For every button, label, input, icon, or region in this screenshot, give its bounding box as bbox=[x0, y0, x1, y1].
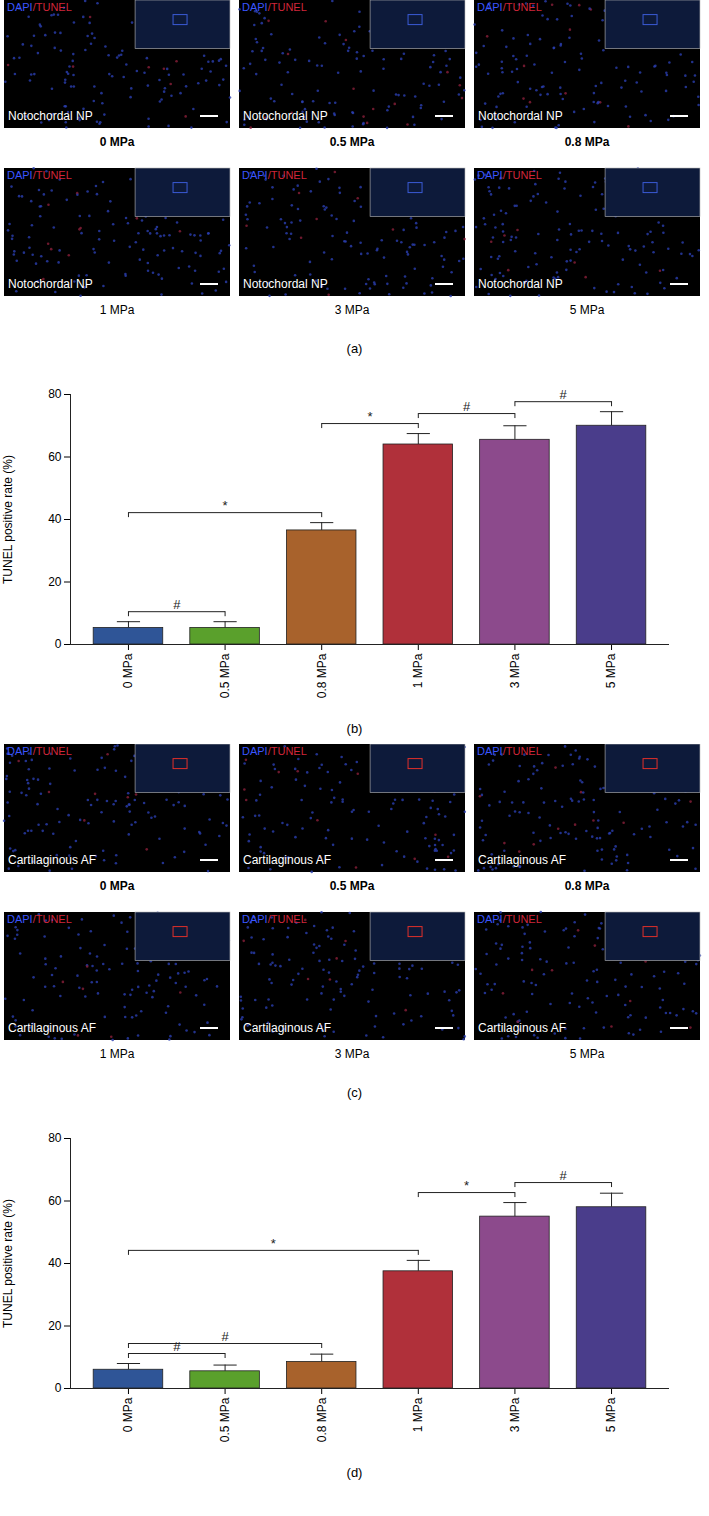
svg-text:#: # bbox=[463, 399, 471, 414]
svg-text:40: 40 bbox=[48, 512, 62, 526]
svg-text:60: 60 bbox=[48, 450, 62, 464]
svg-text:0.5 MPa: 0.5 MPa bbox=[330, 879, 375, 893]
svg-text:20: 20 bbox=[48, 1319, 62, 1333]
svg-text:Cartilaginous AF: Cartilaginous AF bbox=[243, 1021, 331, 1035]
svg-text:1 MPa: 1 MPa bbox=[411, 1397, 425, 1432]
svg-text:3 MPa: 3 MPa bbox=[335, 1047, 370, 1061]
svg-text:0 MPa: 0 MPa bbox=[121, 653, 135, 688]
svg-text:*: * bbox=[271, 1236, 276, 1251]
html-text:(a): (a) bbox=[346, 341, 363, 356]
svg-text:0 MPa: 0 MPa bbox=[121, 1397, 135, 1432]
svg-text:0.8 MPa: 0.8 MPa bbox=[565, 135, 610, 149]
svg-text:DAPI/TUNEL: DAPI/TUNEL bbox=[242, 745, 307, 757]
svg-text:DAPI/TUNEL: DAPI/TUNEL bbox=[477, 1, 542, 13]
svg-text:#: # bbox=[173, 1339, 181, 1354]
svg-text:1 MPa: 1 MPa bbox=[100, 303, 135, 317]
svg-text:80: 80 bbox=[48, 1131, 62, 1145]
svg-text:*: * bbox=[464, 1178, 469, 1193]
svg-text:DAPI/TUNEL: DAPI/TUNEL bbox=[7, 913, 72, 925]
svg-text:40: 40 bbox=[48, 1256, 62, 1270]
svg-text:0 MPa: 0 MPa bbox=[100, 135, 135, 149]
svg-text:*: * bbox=[223, 498, 228, 513]
svg-text:DAPI/TUNEL: DAPI/TUNEL bbox=[477, 745, 542, 757]
svg-text:TUNEL positive rate (%): TUNEL positive rate (%) bbox=[1, 1199, 15, 1328]
svg-text:Notochordal NP: Notochordal NP bbox=[478, 109, 563, 123]
svg-text:DAPI/TUNEL: DAPI/TUNEL bbox=[477, 913, 542, 925]
svg-text:Notochordal NP: Notochordal NP bbox=[8, 277, 93, 291]
svg-text:DAPI/TUNEL: DAPI/TUNEL bbox=[242, 1, 307, 13]
svg-text:Cartilaginous AF: Cartilaginous AF bbox=[8, 1021, 96, 1035]
svg-text:0.8 MPa: 0.8 MPa bbox=[315, 1397, 329, 1442]
svg-text:Notochordal NP: Notochordal NP bbox=[478, 277, 563, 291]
svg-text:DAPI/TUNEL: DAPI/TUNEL bbox=[7, 745, 72, 757]
svg-text:Cartilaginous AF: Cartilaginous AF bbox=[8, 853, 96, 867]
svg-text:DAPI/TUNEL: DAPI/TUNEL bbox=[477, 169, 542, 181]
svg-text:#: # bbox=[173, 597, 181, 612]
svg-text:DAPI/TUNEL: DAPI/TUNEL bbox=[242, 913, 307, 925]
svg-text:Cartilaginous AF: Cartilaginous AF bbox=[243, 853, 331, 867]
svg-text:TUNEL positive rate (%): TUNEL positive rate (%) bbox=[1, 455, 15, 584]
svg-text:5 MPa: 5 MPa bbox=[604, 1397, 618, 1432]
svg-text:0 MPa: 0 MPa bbox=[100, 879, 135, 893]
svg-text:0.5 MPa: 0.5 MPa bbox=[330, 135, 375, 149]
svg-text:Cartilaginous AF: Cartilaginous AF bbox=[478, 1021, 566, 1035]
svg-text:*: * bbox=[367, 409, 372, 424]
svg-text:20: 20 bbox=[48, 575, 62, 589]
svg-text:DAPI/TUNEL: DAPI/TUNEL bbox=[7, 1, 72, 13]
svg-text:#: # bbox=[560, 1168, 568, 1183]
svg-text:DAPI/TUNEL: DAPI/TUNEL bbox=[242, 169, 307, 181]
svg-text:0.8 MPa: 0.8 MPa bbox=[315, 653, 329, 698]
svg-text:0.5 MPa: 0.5 MPa bbox=[218, 1397, 232, 1442]
html-text:(c): (c) bbox=[346, 1085, 363, 1100]
svg-text:3 MPa: 3 MPa bbox=[508, 1397, 522, 1432]
svg-text:60: 60 bbox=[48, 1194, 62, 1208]
svg-text:0.8 MPa: 0.8 MPa bbox=[565, 879, 610, 893]
svg-text:Notochordal NP: Notochordal NP bbox=[243, 109, 328, 123]
svg-text:3 MPa: 3 MPa bbox=[508, 653, 522, 688]
svg-text:1 MPa: 1 MPa bbox=[100, 1047, 135, 1061]
svg-text:5 MPa: 5 MPa bbox=[604, 653, 618, 688]
svg-text:1 MPa: 1 MPa bbox=[411, 653, 425, 688]
svg-text:#: # bbox=[560, 387, 568, 402]
svg-text:Notochordal NP: Notochordal NP bbox=[8, 109, 93, 123]
svg-text:80: 80 bbox=[48, 387, 62, 401]
svg-text:Cartilaginous AF: Cartilaginous AF bbox=[478, 853, 566, 867]
svg-text:0.5 MPa: 0.5 MPa bbox=[218, 653, 232, 698]
html-text:(d): (d) bbox=[346, 1465, 363, 1480]
svg-text:Notochordal NP: Notochordal NP bbox=[243, 277, 328, 291]
svg-text:DAPI/TUNEL: DAPI/TUNEL bbox=[7, 169, 72, 181]
svg-text:5 MPa: 5 MPa bbox=[570, 303, 605, 317]
svg-text:3 MPa: 3 MPa bbox=[335, 303, 370, 317]
html-text:(b): (b) bbox=[346, 721, 363, 736]
svg-text:0: 0 bbox=[55, 1381, 62, 1395]
svg-text:5 MPa: 5 MPa bbox=[570, 1047, 605, 1061]
svg-text:#: # bbox=[221, 1329, 229, 1344]
svg-text:0: 0 bbox=[55, 637, 62, 651]
